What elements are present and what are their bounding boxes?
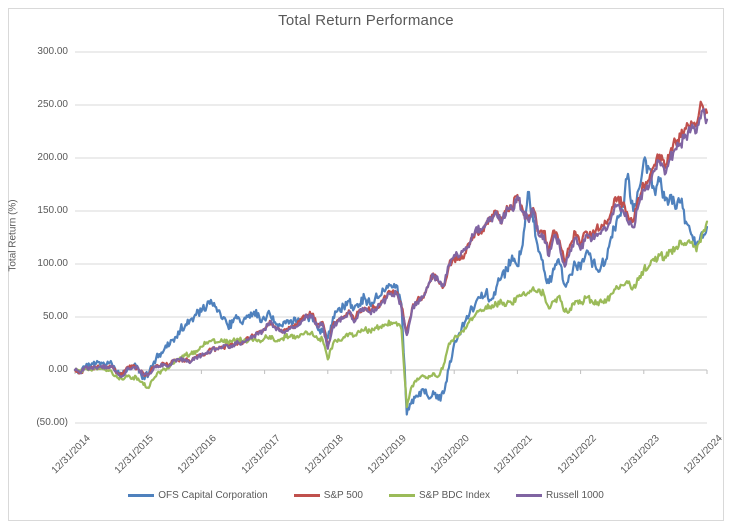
y-tick-label: 150.00 (37, 205, 68, 216)
legend-item-russell-1000: Russell 1000 (515, 490, 604, 501)
series-line-s-p-bdc-index (73, 220, 709, 409)
y-tick-label: 200.00 (37, 152, 68, 163)
y-tick-label: 0.00 (48, 364, 68, 375)
series-line-s-p-500 (73, 100, 709, 377)
legend: OFS Capital Corporation S&P 500 S&P BDC In… (0, 490, 732, 501)
legend-line-swatch (515, 494, 542, 497)
series-line-ofs-capital-corporation (73, 156, 709, 416)
legend-label: S&P BDC Index (419, 490, 490, 501)
series-line-russell-1000 (73, 107, 709, 379)
y-tick-label: 50.00 (42, 311, 68, 322)
y-tick-label: 250.00 (37, 99, 68, 110)
y-tick-label: 100.00 (37, 258, 68, 269)
legend-item-s-p-500: S&P 500 (293, 490, 363, 501)
legend-line-swatch (128, 494, 155, 497)
y-tick-label: 300.00 (37, 46, 68, 57)
legend-label: Russell 1000 (545, 490, 604, 501)
legend-line-swatch (389, 494, 415, 497)
legend-label: S&P 500 (323, 490, 363, 501)
legend-line-swatch (293, 494, 320, 497)
legend-item-s-p-bdc-index: S&P BDC Index (389, 490, 490, 501)
legend-label: OFS Capital Corporation (158, 490, 268, 501)
y-tick-label: (50.00) (36, 417, 68, 428)
legend-item-ofs-capital-corporation: OFS Capital Corporation (128, 490, 268, 501)
chart-title: Total Return Performance (278, 12, 454, 29)
